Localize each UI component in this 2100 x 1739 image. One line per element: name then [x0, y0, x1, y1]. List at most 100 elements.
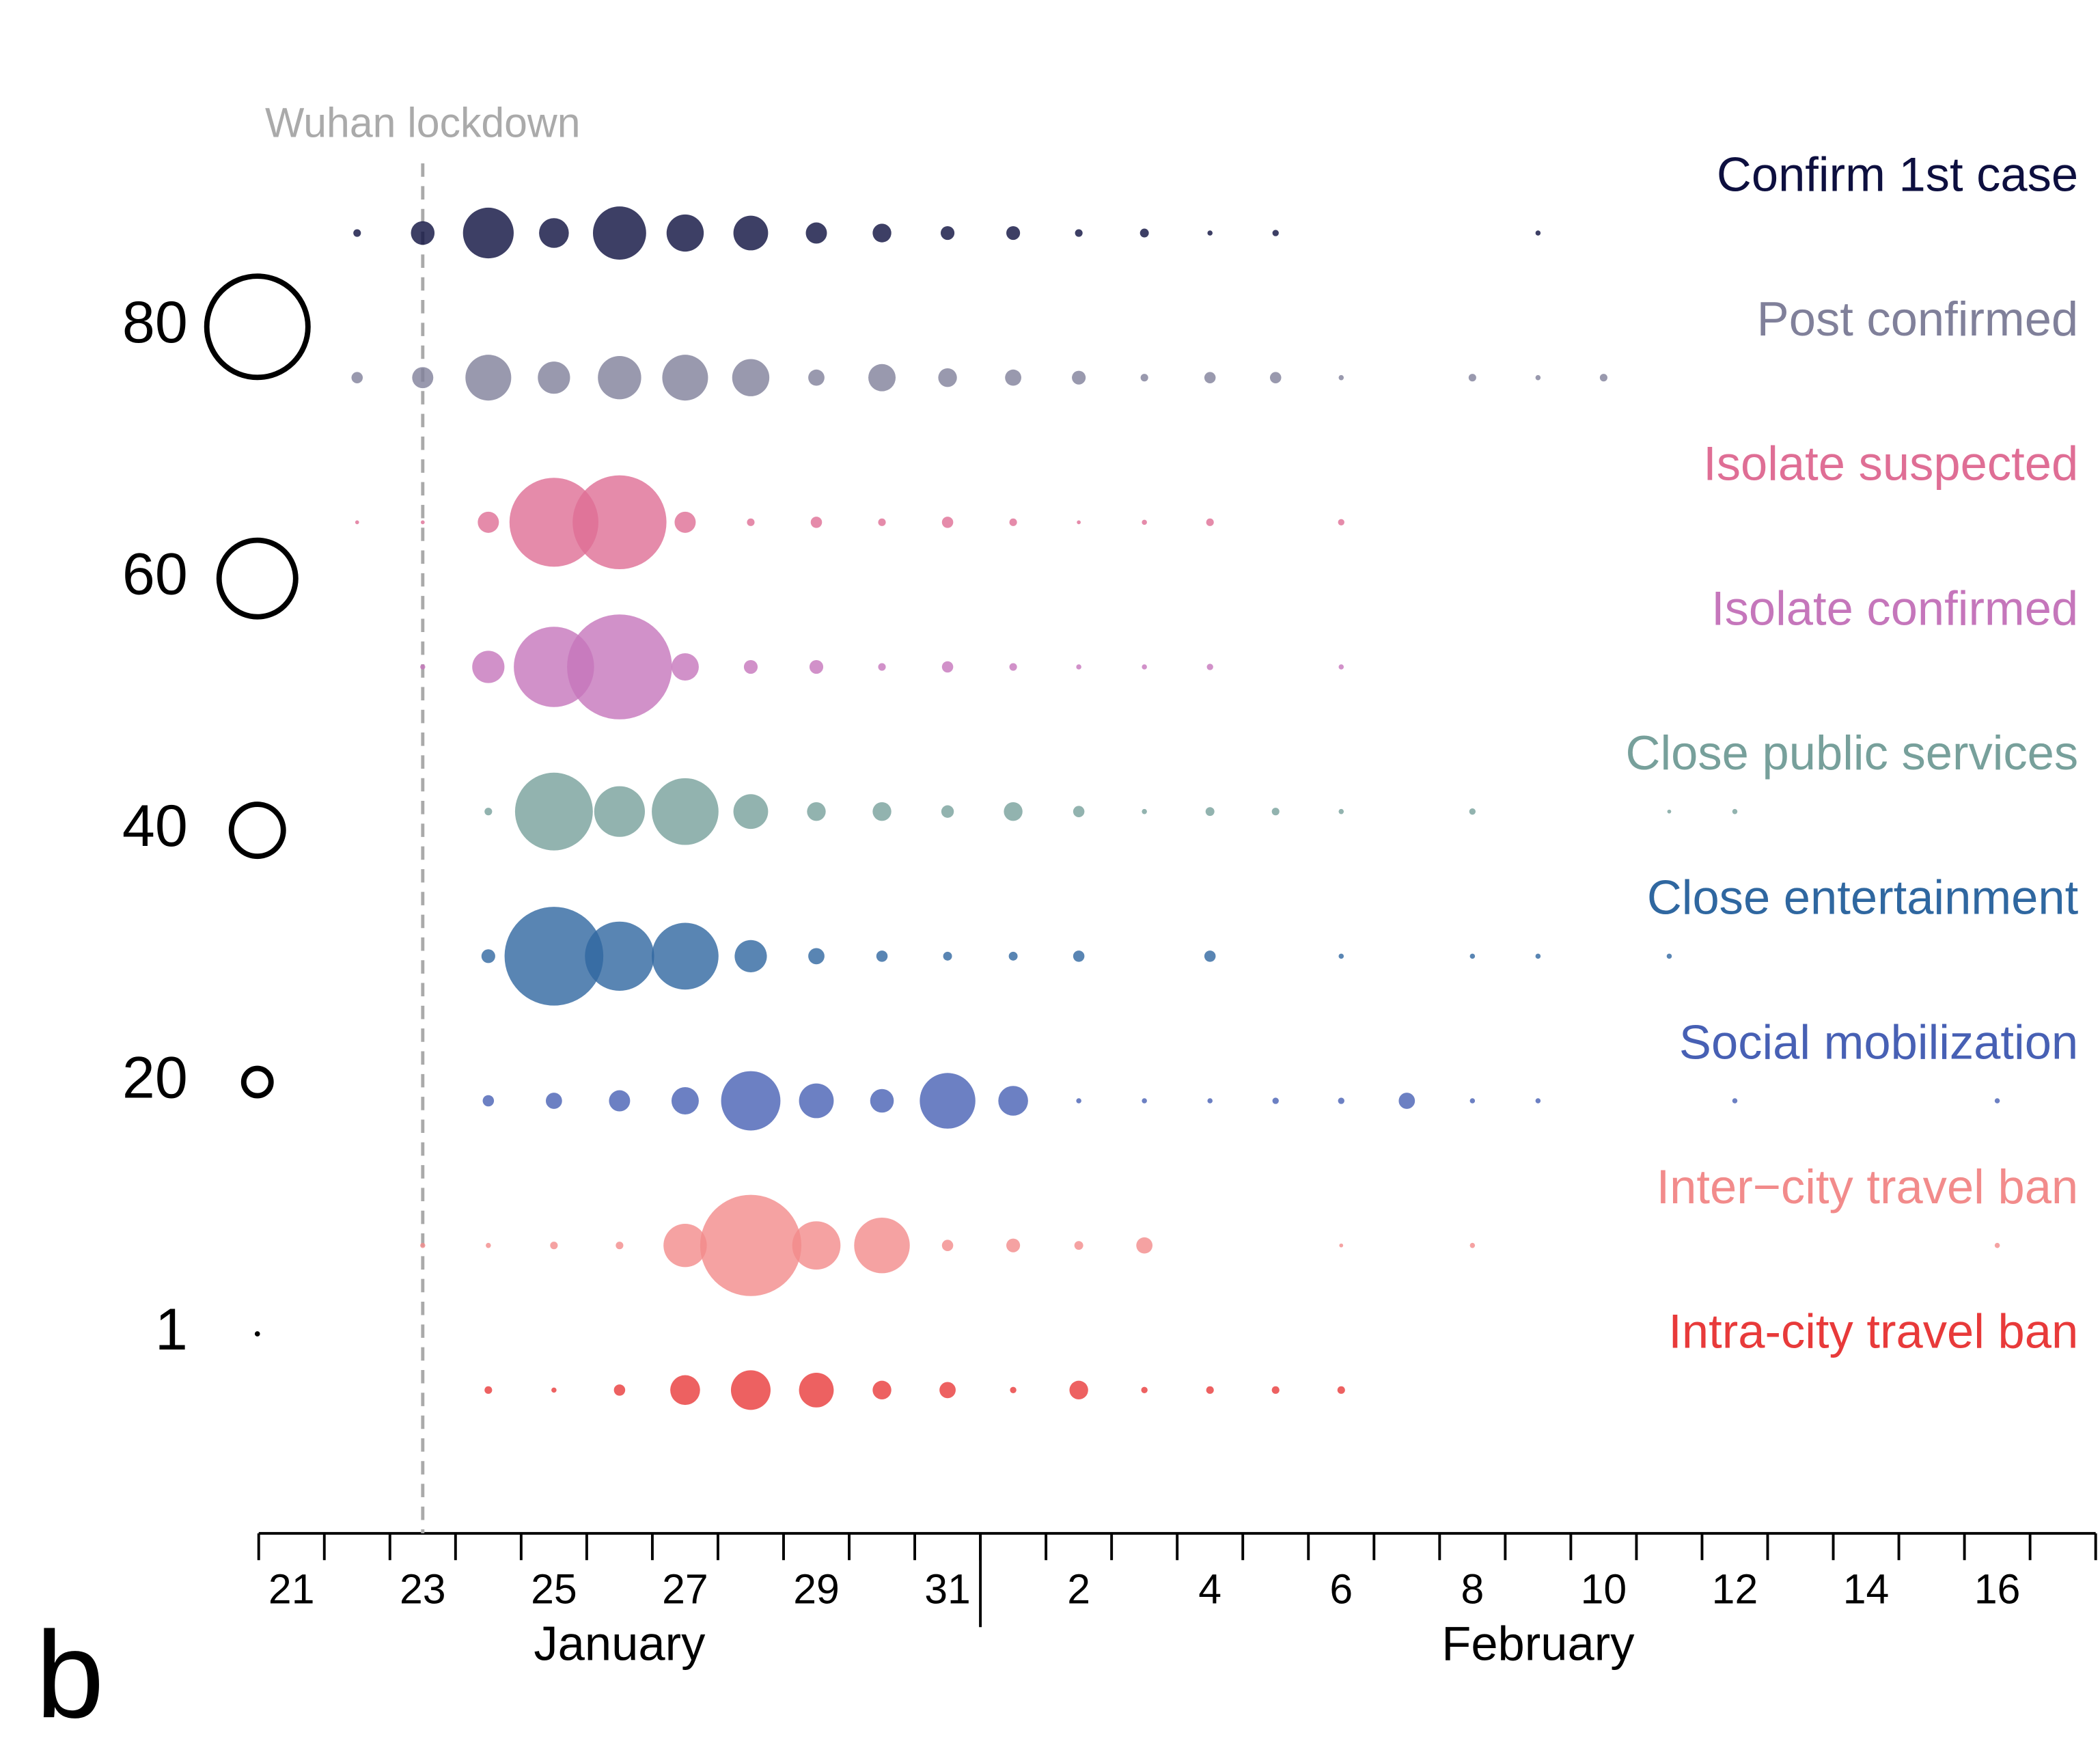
bubble — [1140, 374, 1148, 382]
bubble — [1072, 370, 1086, 385]
bubble — [1204, 950, 1216, 962]
panel-label: b — [36, 1606, 104, 1736]
x-tick-label: 8 — [1461, 1565, 1484, 1612]
bubble — [670, 1375, 700, 1406]
bubble — [1009, 663, 1017, 671]
bubble — [810, 517, 823, 528]
size-legend-label: 20 — [122, 1045, 188, 1110]
bubble — [1206, 1386, 1214, 1394]
bubble — [876, 950, 888, 962]
bubble — [462, 207, 514, 259]
x-tick-label: 6 — [1329, 1565, 1353, 1612]
series-label: Isolate suspected — [1703, 437, 2078, 491]
bubble — [700, 1194, 802, 1296]
series-label: Inter−city travel ban — [1657, 1160, 2079, 1214]
bubble — [1666, 953, 1672, 959]
bubble — [805, 222, 827, 244]
bubble — [671, 653, 699, 681]
bubble — [572, 475, 667, 570]
bubble — [609, 1090, 631, 1112]
bubble — [594, 786, 646, 837]
bubble — [941, 517, 954, 528]
bubble — [1338, 664, 1344, 670]
bubble — [613, 1384, 626, 1396]
bubble — [808, 369, 825, 386]
bubble — [504, 907, 604, 1006]
bubble — [671, 1087, 699, 1115]
size-legend-circle — [204, 273, 311, 381]
bubble — [940, 225, 955, 241]
bubble — [1205, 807, 1215, 817]
bubble — [941, 805, 954, 818]
x-tick-label: 2 — [1067, 1565, 1090, 1612]
bubble — [938, 368, 957, 387]
bubble — [674, 511, 696, 533]
bubble — [662, 355, 708, 401]
bubble — [545, 1093, 562, 1109]
bubble — [538, 361, 570, 394]
bubble — [1535, 374, 1541, 381]
bubble — [1535, 1098, 1541, 1104]
series-label: Isolate confirmed — [1711, 581, 2078, 635]
bubble — [1271, 808, 1280, 816]
bubble — [592, 206, 646, 260]
bubble — [1141, 1386, 1148, 1394]
bubble — [420, 520, 425, 525]
bubble — [484, 808, 493, 816]
bubble — [539, 218, 569, 248]
bubble — [551, 1387, 557, 1393]
bubble — [652, 922, 719, 990]
bubble — [652, 778, 719, 845]
bubble — [733, 215, 769, 251]
series-label: Confirm 1st case — [1717, 147, 2078, 201]
bubble — [1207, 1098, 1213, 1104]
bubble — [1338, 374, 1344, 381]
bubble — [1010, 1386, 1017, 1394]
bubble — [734, 940, 767, 972]
bubble — [1136, 1237, 1153, 1254]
bubble — [1338, 519, 1344, 526]
bubble — [943, 951, 952, 961]
bubble — [878, 663, 886, 671]
bubble — [1732, 1098, 1738, 1104]
size-legend-circle — [228, 802, 286, 860]
bubble — [1667, 809, 1672, 814]
bubble — [808, 948, 825, 965]
bubble — [663, 1223, 707, 1268]
bubble — [484, 1386, 493, 1394]
bubble — [1535, 953, 1541, 959]
size-legend-label: 80 — [122, 290, 188, 355]
bubble — [1069, 1380, 1088, 1400]
bubble — [1005, 369, 1021, 386]
bubble — [733, 794, 769, 830]
bubble — [514, 772, 593, 851]
bubble — [1004, 802, 1023, 821]
bubble — [743, 659, 758, 674]
bubble — [1006, 1238, 1021, 1252]
bubble — [868, 364, 896, 392]
bubble — [1142, 808, 1147, 814]
bubble — [598, 355, 641, 400]
size-legend-circle — [240, 1065, 274, 1099]
bubble — [1142, 1098, 1147, 1104]
bubble — [1599, 374, 1607, 382]
x-tick-label: 31 — [924, 1565, 971, 1612]
bubble — [486, 1242, 491, 1248]
bubble — [939, 1382, 956, 1399]
bubble — [1075, 229, 1083, 237]
bubble — [509, 478, 598, 567]
bubble — [567, 614, 672, 720]
bubble — [1469, 808, 1476, 815]
size-legend-circle — [216, 537, 299, 620]
size-legend-circle — [254, 1331, 260, 1337]
bubble — [1207, 230, 1213, 236]
bubble — [1338, 808, 1344, 814]
x-tick-label: 27 — [662, 1565, 708, 1612]
bubble — [920, 1073, 976, 1129]
bubble — [1076, 1098, 1081, 1104]
bubble — [666, 214, 704, 252]
bubble — [616, 1242, 624, 1250]
x-tick-label: 4 — [1198, 1565, 1221, 1612]
bubble — [351, 372, 363, 383]
